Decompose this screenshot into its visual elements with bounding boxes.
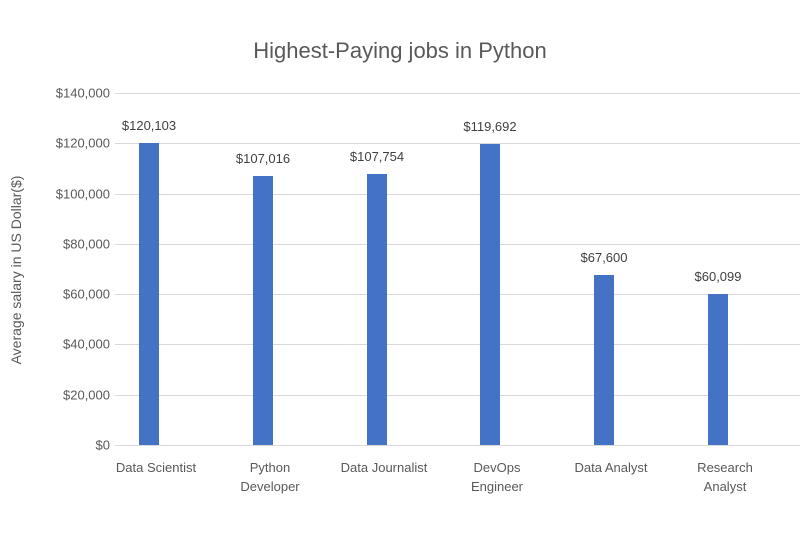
gridline [115,143,800,144]
bar [708,293,728,445]
gridline [115,395,800,396]
y-tick-label: $100,000 [55,186,110,202]
y-axis-label: Average salary in US Dollar($) [8,175,24,365]
gridline [115,93,800,94]
gridline [115,244,800,245]
y-tick-label: $0 [95,437,110,453]
data-label: $107,016 [235,150,291,166]
y-tick-label: $40,000 [63,336,110,352]
y-tick-label: $20,000 [63,387,110,403]
gridline [115,445,800,446]
gridline [115,194,800,195]
data-label: $67,600 [580,250,628,266]
bar [139,143,159,445]
bar [367,174,387,445]
gridline [115,344,800,345]
data-label: $107,754 [349,149,405,165]
y-tick-label: $80,000 [63,236,110,252]
x-tick-label: DevOps Engineer [470,460,524,494]
y-tick-label: $140,000 [55,85,110,101]
y-tick-label: $120,000 [55,135,110,151]
bar [480,144,500,445]
chart-title: Highest-Paying jobs in Python [253,38,547,63]
bar [594,275,614,445]
x-tick-label: Data Journalist [340,460,428,475]
data-label: $119,692 [463,119,517,135]
x-tick-label: Data Scientist [115,460,197,475]
y-tick-label: $60,000 [63,286,110,302]
x-tick-label: Data Analyst [574,460,648,475]
x-tick-label: Research Analyst [697,460,753,494]
data-label: $60,099 [694,268,742,284]
gridline [115,294,800,295]
data-label: $120,103 [121,118,177,134]
x-tick-label: Python Developer [240,460,300,494]
bar [253,175,273,445]
